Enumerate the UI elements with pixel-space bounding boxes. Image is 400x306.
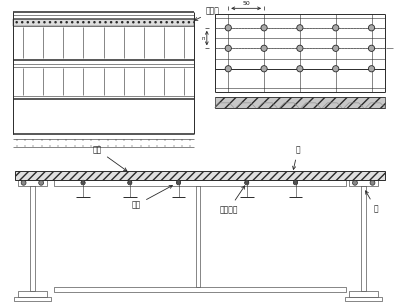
Circle shape bbox=[81, 181, 85, 185]
Bar bbox=[15, 171, 385, 180]
Circle shape bbox=[293, 181, 298, 185]
Circle shape bbox=[128, 180, 132, 184]
Circle shape bbox=[368, 45, 375, 51]
Text: 板: 板 bbox=[292, 146, 300, 170]
Circle shape bbox=[21, 180, 26, 185]
Circle shape bbox=[128, 181, 132, 185]
Circle shape bbox=[225, 25, 231, 31]
Circle shape bbox=[81, 181, 85, 185]
Bar bbox=[349, 180, 378, 186]
Circle shape bbox=[297, 25, 303, 31]
Text: 50: 50 bbox=[242, 2, 250, 6]
Circle shape bbox=[39, 180, 44, 185]
Bar bbox=[13, 19, 194, 26]
Circle shape bbox=[128, 181, 132, 185]
Circle shape bbox=[177, 180, 180, 184]
Bar bbox=[18, 180, 47, 186]
Circle shape bbox=[225, 45, 231, 51]
Bar bbox=[215, 97, 385, 108]
Bar bbox=[349, 291, 378, 297]
Circle shape bbox=[245, 180, 248, 184]
Circle shape bbox=[176, 181, 181, 185]
Bar bbox=[54, 180, 346, 186]
Circle shape bbox=[261, 25, 267, 31]
Circle shape bbox=[368, 66, 375, 72]
Circle shape bbox=[225, 66, 231, 72]
Circle shape bbox=[294, 181, 298, 185]
Bar bbox=[361, 186, 366, 291]
Circle shape bbox=[332, 66, 339, 72]
Bar bbox=[196, 186, 200, 287]
Circle shape bbox=[261, 66, 267, 72]
Text: 梁: 梁 bbox=[366, 191, 378, 213]
Circle shape bbox=[294, 180, 297, 184]
Circle shape bbox=[297, 45, 303, 51]
Circle shape bbox=[245, 181, 249, 185]
Circle shape bbox=[352, 180, 357, 185]
Bar bbox=[30, 186, 35, 291]
Circle shape bbox=[297, 66, 303, 72]
Bar bbox=[18, 291, 47, 297]
Text: 次助: 次助 bbox=[93, 146, 127, 171]
Text: 主助: 主助 bbox=[132, 185, 172, 209]
Text: 连接螺栓: 连接螺栓 bbox=[220, 186, 245, 214]
Circle shape bbox=[81, 180, 85, 184]
Circle shape bbox=[332, 45, 339, 51]
Bar bbox=[345, 297, 382, 301]
Circle shape bbox=[261, 45, 267, 51]
Circle shape bbox=[332, 25, 339, 31]
Circle shape bbox=[368, 25, 375, 31]
Bar bbox=[14, 297, 51, 301]
Text: 防滑条: 防滑条 bbox=[194, 7, 220, 20]
Circle shape bbox=[245, 181, 249, 185]
Bar bbox=[54, 287, 346, 292]
Circle shape bbox=[370, 180, 375, 185]
Text: n: n bbox=[201, 35, 205, 41]
Circle shape bbox=[177, 181, 180, 185]
